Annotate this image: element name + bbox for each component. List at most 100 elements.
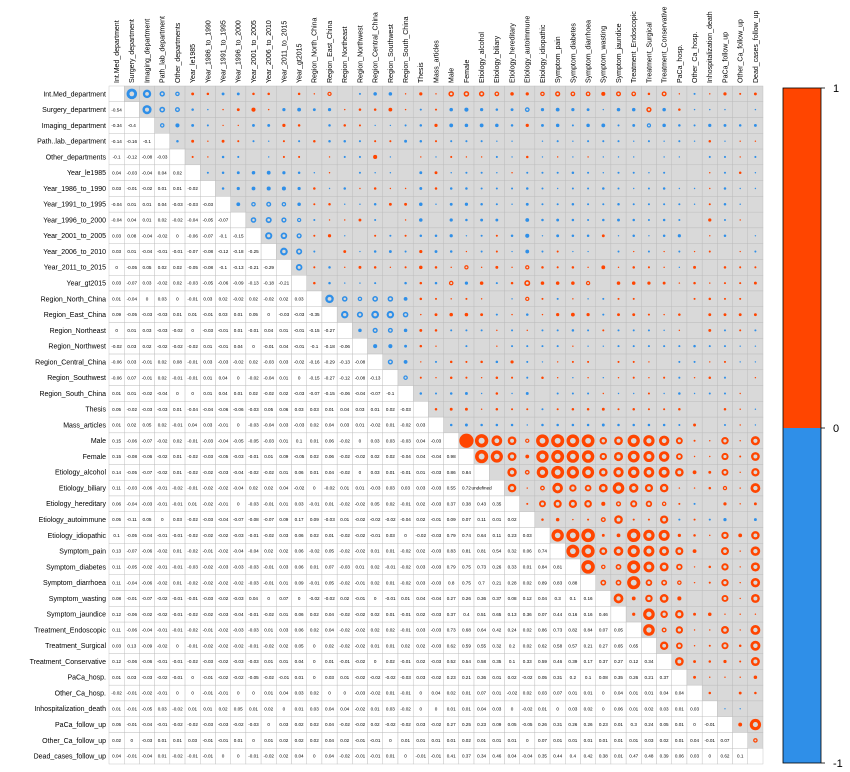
corr-value: -0.01 <box>400 612 411 617</box>
corr-value: -0.1 <box>310 344 318 349</box>
corr-value: -0.02 <box>263 754 274 759</box>
corr-circle-inner <box>647 108 651 111</box>
corr-circle <box>602 376 605 379</box>
corr-value: -0.05 <box>248 675 259 680</box>
corr-circle <box>510 108 514 112</box>
corr-circle-inner <box>282 218 286 222</box>
corr-value: 0.26 <box>462 596 471 601</box>
corr-circle <box>738 313 742 317</box>
corr-value: 0.03 <box>127 344 136 349</box>
corr-circle <box>754 108 757 111</box>
corr-circle-inner <box>585 548 592 555</box>
corr-circle <box>480 376 483 379</box>
corr-value: 0.03 <box>295 691 304 696</box>
corr-circle <box>648 235 650 237</box>
corr-circle <box>602 297 605 300</box>
corr-circle <box>540 108 545 112</box>
corr-circle-inner <box>465 266 468 269</box>
corr-value: -0.01 <box>431 517 442 522</box>
corr-circle <box>541 329 544 332</box>
corr-circle-inner <box>646 532 652 538</box>
corr-value: 0.09 <box>310 517 319 522</box>
corr-circle-inner <box>404 376 407 379</box>
corr-value: 0 <box>176 643 179 648</box>
corr-circle <box>495 360 499 364</box>
corr-circle <box>434 297 438 300</box>
matrix-cell <box>397 164 414 181</box>
corr-circle <box>601 423 605 427</box>
corr-circle-inner <box>161 92 164 96</box>
col-label-year-le1985: Year_le1985 <box>190 44 197 83</box>
corr-circle <box>678 345 681 348</box>
corr-value: 0.03 <box>158 296 167 301</box>
corr-value: 0 <box>435 706 438 711</box>
corr-circle <box>723 155 726 158</box>
corr-circle-inner <box>282 203 285 206</box>
corr-value: 0.01 <box>310 470 319 475</box>
corr-value: -0.04 <box>431 596 442 601</box>
corr-value: 0.03 <box>386 486 395 491</box>
corr-value: -0.05 <box>127 533 138 538</box>
corr-circle <box>525 92 529 96</box>
corr-value: 0 <box>526 738 529 743</box>
corr-value: 0 <box>252 738 255 743</box>
row-label-year-2006-to-2010: Year_2006_to_2010 <box>43 249 106 256</box>
corr-circle-inner <box>585 563 592 570</box>
corr-circle <box>479 281 484 285</box>
corr-value: 0.23 <box>447 675 456 680</box>
row-label-region-north-china: Region_North_China <box>41 296 106 303</box>
corr-value: 0.02 <box>310 612 319 617</box>
corr-value: 0.1 <box>570 596 577 601</box>
corr-circle <box>693 455 696 458</box>
matrix-cell <box>595 275 612 292</box>
corr-circle <box>389 266 392 269</box>
corr-value: -0.05 <box>142 706 153 711</box>
corr-circle <box>723 659 727 664</box>
corr-value: -0.02 <box>370 691 381 696</box>
matrix-cell <box>443 432 460 449</box>
corr-circle <box>450 140 453 143</box>
corr-value: 0.36 <box>477 675 486 680</box>
matrix-cell <box>565 558 581 575</box>
corr-value: -0.06 <box>111 375 122 380</box>
corr-value: -0.01 <box>263 580 274 585</box>
corr-value: -0.03 <box>248 580 259 585</box>
corr-circle <box>739 424 741 426</box>
corr-circle <box>374 219 377 222</box>
corr-value: -0.01 <box>203 738 214 743</box>
corr-value: 0.02 <box>416 643 425 648</box>
corr-circle <box>739 361 741 363</box>
corr-circle <box>404 202 408 206</box>
corr-value: -0.01 <box>370 754 381 759</box>
corr-circle <box>556 171 559 174</box>
corr-circle <box>556 187 559 190</box>
corr-value: 0.03 <box>416 580 425 585</box>
corr-circle <box>419 249 423 254</box>
corr-circle <box>678 407 681 411</box>
corr-value: 0 <box>420 691 423 696</box>
corr-value: -0.02 <box>339 628 350 633</box>
corr-circle <box>541 518 544 521</box>
corr-value: -0.01 <box>218 344 229 349</box>
corr-value: 0.11 <box>112 565 121 570</box>
corr-circle-inner <box>145 91 149 96</box>
corr-value: 0.07 <box>553 691 562 696</box>
corr-value: 0.13 <box>508 612 517 617</box>
corr-circle <box>617 360 620 363</box>
matrix-cell <box>732 511 748 528</box>
corr-circle <box>602 187 605 190</box>
corr-value: 0.03 <box>279 565 288 570</box>
corr-circle <box>693 612 696 616</box>
corr-circle <box>328 172 331 174</box>
corr-circle <box>541 345 544 348</box>
corr-value: 0.1 <box>585 675 592 680</box>
corr-circle <box>419 234 423 238</box>
corr-value: 0.37 <box>447 501 456 506</box>
corr-circle <box>480 298 483 300</box>
corr-value: -0.01 <box>157 486 168 491</box>
corr-value: -0.12 <box>127 155 138 160</box>
corr-value: 0.02 <box>158 265 167 270</box>
corr-circle <box>556 376 559 379</box>
corr-value: -0.01 <box>172 501 183 506</box>
